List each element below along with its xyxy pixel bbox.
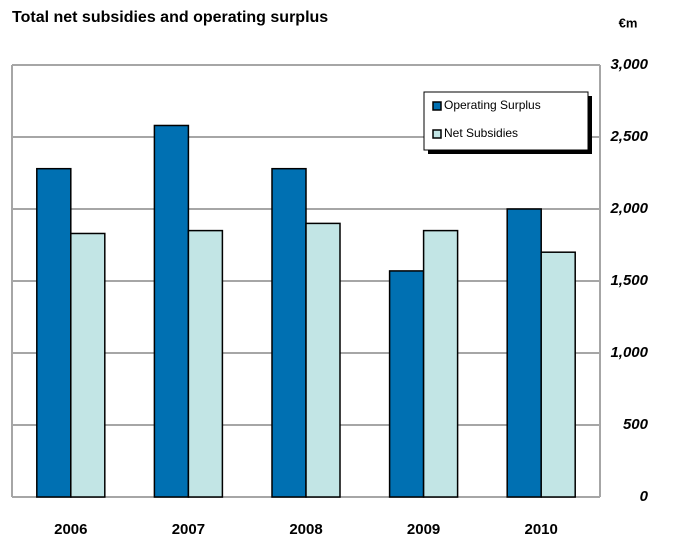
bar <box>36 167 72 498</box>
y-tick-label: 500 <box>623 416 649 433</box>
y-tick-label: 0 <box>640 488 649 505</box>
legend-label: Operating Surplus <box>444 98 541 112</box>
y-tick-label: 1,000 <box>610 344 648 361</box>
x-tick-label: 2007 <box>172 521 205 538</box>
chart-title: Total net subsidies and operating surplu… <box>12 9 328 26</box>
unit-label: €m <box>619 15 638 30</box>
y-tick-label: 3,000 <box>610 56 648 73</box>
x-tick-label: 2010 <box>525 521 558 538</box>
y-tick-label: 2,500 <box>609 128 648 145</box>
bar <box>70 232 106 498</box>
legend <box>423 91 589 151</box>
bar <box>271 167 307 498</box>
bar <box>153 124 190 498</box>
bar <box>388 270 425 498</box>
bar <box>506 208 542 498</box>
bar <box>305 222 341 498</box>
legend-label: Net Subsidies <box>444 126 518 140</box>
x-tick-label: 2008 <box>289 521 322 538</box>
legend-swatch <box>432 129 442 139</box>
bar <box>422 229 459 498</box>
y-tick-label: 2,000 <box>609 200 648 217</box>
legend-swatch <box>432 101 442 111</box>
bar <box>187 229 224 498</box>
x-tick-label: 2006 <box>54 521 87 538</box>
bar <box>540 251 576 498</box>
y-tick-label: 1,500 <box>610 272 648 289</box>
x-tick-label: 2009 <box>407 521 440 538</box>
